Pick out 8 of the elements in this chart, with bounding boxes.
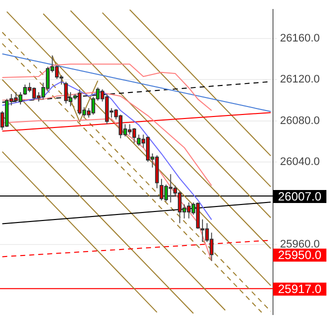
ref-line-label: 25917.0 xyxy=(278,282,322,296)
y-tick-label: 26160.0 xyxy=(280,32,320,44)
text: 25950.0 xyxy=(278,248,322,262)
ref-line-label: 26007.0 xyxy=(278,189,322,204)
y-tick-label: 26120.0 xyxy=(280,74,320,86)
y-tick-label: 25960.0 xyxy=(280,238,320,250)
y-tick-label: 26040.0 xyxy=(280,156,320,168)
y-tick-label: 26080.0 xyxy=(280,114,320,127)
